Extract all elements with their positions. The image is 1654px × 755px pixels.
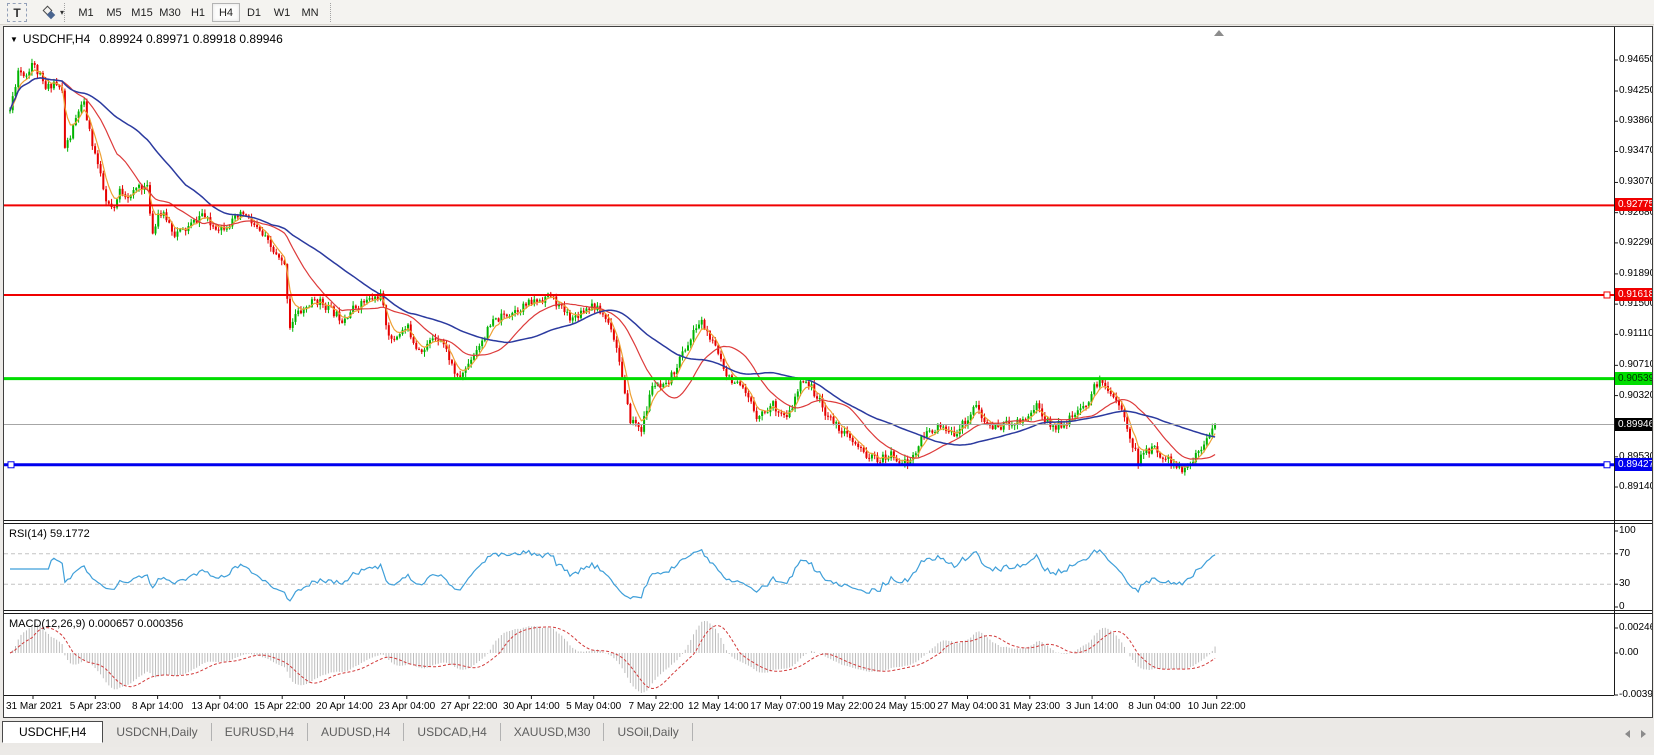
chart-tabs: USDCHF,H4 USDCNH,Daily EURUSD,H4 AUDUSD,H4 U… — [2, 721, 693, 743]
chart-dropdown-icon[interactable]: ▼ — [10, 35, 18, 44]
tab-xauusd-m30[interactable]: XAUUSD,M30 — [501, 723, 605, 741]
text-tool-label: T — [13, 5, 21, 20]
tabs-scroll-right-icon[interactable] — [1641, 730, 1646, 738]
timeframe-h4-button[interactable]: H4 — [212, 3, 240, 22]
top-toolbar: T ▾ M1 M5 M15 M30 H1 H4 D1 W1 MN — [0, 0, 1654, 25]
tabs-scroll-left-icon[interactable] — [1625, 730, 1630, 738]
chart-symbol-period: USDCHF,H4 — [22, 32, 91, 46]
text-tool-button[interactable]: T — [7, 3, 27, 22]
tab-audusd-h4[interactable]: AUDUSD,H4 — [308, 723, 405, 741]
chevron-down-icon: ▾ — [59, 8, 64, 17]
rsi-indicator-label: RSI(14) 59.1772 — [9, 528, 90, 540]
chart-ohlc-values: 0.89924 0.89971 0.89918 0.89946 — [99, 32, 283, 46]
tab-usdcad-h4[interactable]: USDCAD,H4 — [404, 723, 501, 741]
timeframe-m1-button[interactable]: M1 — [78, 7, 94, 19]
timeframe-h1-button[interactable]: H1 — [190, 7, 206, 19]
tab-usdcnh-daily[interactable]: USDCNH,Daily — [103, 723, 212, 741]
hline-handle[interactable] — [1603, 291, 1611, 299]
timeframe-m5-button[interactable]: M5 — [106, 7, 122, 19]
toolbar-separator — [330, 3, 331, 22]
ma-slow-line — [9, 77, 1216, 446]
chart-tabbar: USDCHF,H4 USDCNH,Daily EURUSD,H4 AUDUSD,H4 U… — [0, 720, 1654, 747]
tab-usdchf-h4[interactable]: USDCHF,H4 — [2, 721, 104, 743]
timeframe-m30-button[interactable]: M30 — [159, 7, 181, 19]
macd-indicator-label: MACD(12,26,9) 0.000657 0.000356 — [9, 618, 184, 630]
hline-handle[interactable] — [1603, 461, 1611, 469]
macd-signal-line — [9, 625, 1216, 690]
timeframe-w1-button[interactable]: W1 — [273, 7, 291, 19]
tab-usoil-daily[interactable]: USOil,Daily — [604, 723, 693, 741]
price-chart-canvas[interactable] — [4, 27, 1652, 717]
timeframe-group: M1 M5 M15 M30 H1 H4 D1 W1 MN — [72, 3, 324, 22]
chart-window: ▼ USDCHF,H4 0.89924 0.89971 0.89918 0.8994… — [3, 26, 1653, 718]
hline-handle[interactable] — [7, 461, 15, 469]
objects-tool-button[interactable]: ▾ — [37, 3, 69, 22]
objects-icon — [42, 5, 56, 20]
toolbar-separator — [64, 3, 65, 22]
rsi-line — [10, 548, 1216, 602]
chart-title: ▼ USDCHF,H4 0.89924 0.89971 0.89918 0.8994… — [10, 32, 283, 46]
timeframe-m15-button[interactable]: M15 — [131, 7, 153, 19]
right-shift-marker-icon — [1214, 30, 1224, 36]
timeframe-d1-button[interactable]: D1 — [246, 7, 262, 19]
timeframe-mn-button[interactable]: MN — [301, 7, 319, 19]
ma-mid-line — [9, 77, 1216, 460]
tab-eurusd-h4[interactable]: EURUSD,H4 — [212, 723, 309, 741]
